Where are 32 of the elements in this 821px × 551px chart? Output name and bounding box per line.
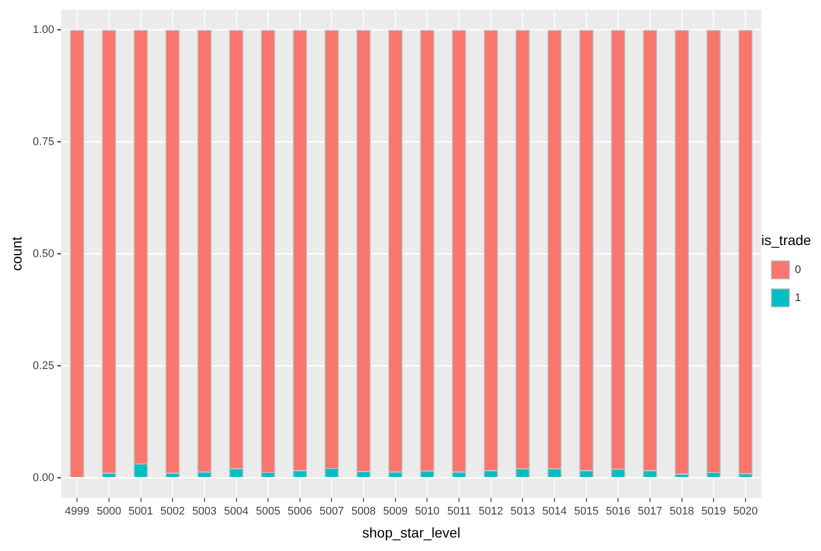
x-tick-label: 5009 <box>383 506 408 518</box>
legend-title: is_trade <box>761 232 812 248</box>
y-axis-title: count <box>8 236 24 271</box>
x-tick-label: 5011 <box>447 506 471 518</box>
x-tick-label: 5020 <box>733 506 758 518</box>
x-tick-label: 5003 <box>192 506 217 518</box>
y-tick-label: 1.00 <box>32 24 54 36</box>
x-tick-label: 5008 <box>351 506 376 518</box>
y-tick-label: 0.00 <box>32 472 54 484</box>
x-tick-label: 5013 <box>510 506 535 518</box>
x-axis-title: shop_star_level <box>362 524 460 540</box>
x-tick-label: 5012 <box>478 506 504 518</box>
x-tick-label: 5015 <box>574 506 599 518</box>
x-tick-label: 5007 <box>319 506 344 518</box>
x-tick-label: 5006 <box>288 506 312 518</box>
legend-label: 1 <box>794 292 802 304</box>
x-tick-label: 5018 <box>670 506 694 518</box>
legend-label: 0 <box>794 264 802 276</box>
x-tick-label: 5000 <box>96 506 122 518</box>
x-tick-label: 5017 <box>638 506 662 518</box>
x-tick-label: 5019 <box>701 506 726 518</box>
y-tick-label: 0.50 <box>32 248 54 260</box>
y-tick-label: 0.75 <box>32 136 54 148</box>
x-tick-label: 5004 <box>224 506 248 518</box>
x-tick-label: 5005 <box>256 506 280 518</box>
x-tick-label: 5001 <box>128 506 154 518</box>
x-tick-label: 4999 <box>64 506 90 518</box>
x-tick-label: 5016 <box>606 506 630 518</box>
y-tick-label: 0.25 <box>32 360 54 372</box>
x-tick-label: 5010 <box>414 506 440 518</box>
x-tick-label: 5014 <box>542 506 567 518</box>
x-tick-label: 5002 <box>160 506 185 518</box>
